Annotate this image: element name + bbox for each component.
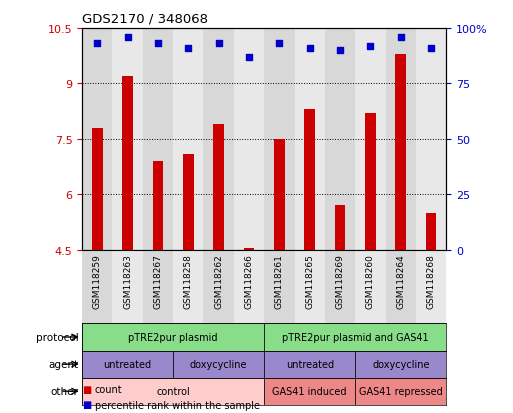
Point [427, 45, 435, 52]
Bar [355, 378, 446, 405]
Text: GAS41 repressed: GAS41 repressed [359, 386, 443, 396]
Point [245, 55, 253, 61]
Text: ■: ■ [82, 399, 91, 409]
Bar [173, 351, 264, 378]
Text: pTRE2pur plasmid: pTRE2pur plasmid [128, 332, 218, 342]
Bar [143, 250, 173, 324]
Point [366, 43, 374, 50]
Text: GDS2170 / 348068: GDS2170 / 348068 [82, 12, 208, 26]
Text: GSM118265: GSM118265 [305, 254, 314, 309]
Text: doxycycline: doxycycline [372, 359, 429, 369]
Bar [294, 250, 325, 324]
Bar [386, 250, 416, 324]
Bar [365, 114, 376, 250]
Bar [294, 29, 325, 250]
Text: GSM118269: GSM118269 [336, 254, 345, 309]
Bar [264, 351, 355, 378]
Bar [335, 206, 345, 250]
Bar [426, 213, 437, 250]
Point [306, 45, 314, 52]
Bar [82, 250, 112, 324]
Bar [82, 324, 264, 351]
Bar [234, 29, 264, 250]
Text: other: other [51, 386, 78, 396]
Bar [122, 77, 133, 250]
Text: GSM118264: GSM118264 [396, 254, 405, 308]
Text: doxycycline: doxycycline [190, 359, 247, 369]
Bar [264, 378, 355, 405]
Text: control: control [156, 386, 190, 396]
Point [336, 48, 344, 55]
Point [214, 41, 223, 47]
Text: GSM118262: GSM118262 [214, 254, 223, 308]
Bar [274, 140, 285, 250]
Bar [82, 351, 173, 378]
Bar [213, 125, 224, 250]
Point [154, 41, 162, 47]
Text: GSM118266: GSM118266 [245, 254, 253, 309]
Bar [173, 29, 204, 250]
Bar [82, 29, 112, 250]
Bar [396, 55, 406, 250]
Point [124, 34, 132, 41]
Bar [183, 154, 193, 250]
Bar [264, 29, 294, 250]
Text: pTRE2pur plasmid and GAS41: pTRE2pur plasmid and GAS41 [282, 332, 428, 342]
Bar [416, 250, 446, 324]
Text: GSM118260: GSM118260 [366, 254, 375, 309]
Bar [325, 250, 355, 324]
Bar [112, 29, 143, 250]
Bar [173, 250, 204, 324]
Bar [143, 29, 173, 250]
Text: ■: ■ [82, 384, 91, 394]
Text: GSM118267: GSM118267 [153, 254, 163, 309]
Bar [355, 250, 386, 324]
Text: GSM118268: GSM118268 [427, 254, 436, 309]
Bar [204, 29, 234, 250]
Text: protocol: protocol [36, 332, 78, 342]
Text: GSM118259: GSM118259 [93, 254, 102, 309]
Point [184, 45, 192, 52]
Point [93, 41, 102, 47]
Bar [244, 248, 254, 250]
Bar [304, 110, 315, 250]
Text: percentile rank within the sample: percentile rank within the sample [95, 400, 260, 410]
Text: GAS41 induced: GAS41 induced [272, 386, 347, 396]
Text: untreated: untreated [286, 359, 334, 369]
Text: agent: agent [48, 359, 78, 369]
Point [275, 41, 284, 47]
Text: count: count [95, 385, 123, 394]
Bar [355, 29, 386, 250]
Bar [355, 351, 446, 378]
Bar [204, 250, 234, 324]
Bar [234, 250, 264, 324]
Text: GSM118261: GSM118261 [275, 254, 284, 309]
Bar [153, 161, 163, 250]
Bar [325, 29, 355, 250]
Bar [264, 250, 294, 324]
Bar [264, 324, 446, 351]
Bar [82, 378, 264, 405]
Point [397, 34, 405, 41]
Bar [416, 29, 446, 250]
Bar [386, 29, 416, 250]
Text: GSM118258: GSM118258 [184, 254, 193, 309]
Bar [92, 128, 103, 250]
Text: untreated: untreated [104, 359, 152, 369]
Bar [112, 250, 143, 324]
Text: GSM118263: GSM118263 [123, 254, 132, 309]
